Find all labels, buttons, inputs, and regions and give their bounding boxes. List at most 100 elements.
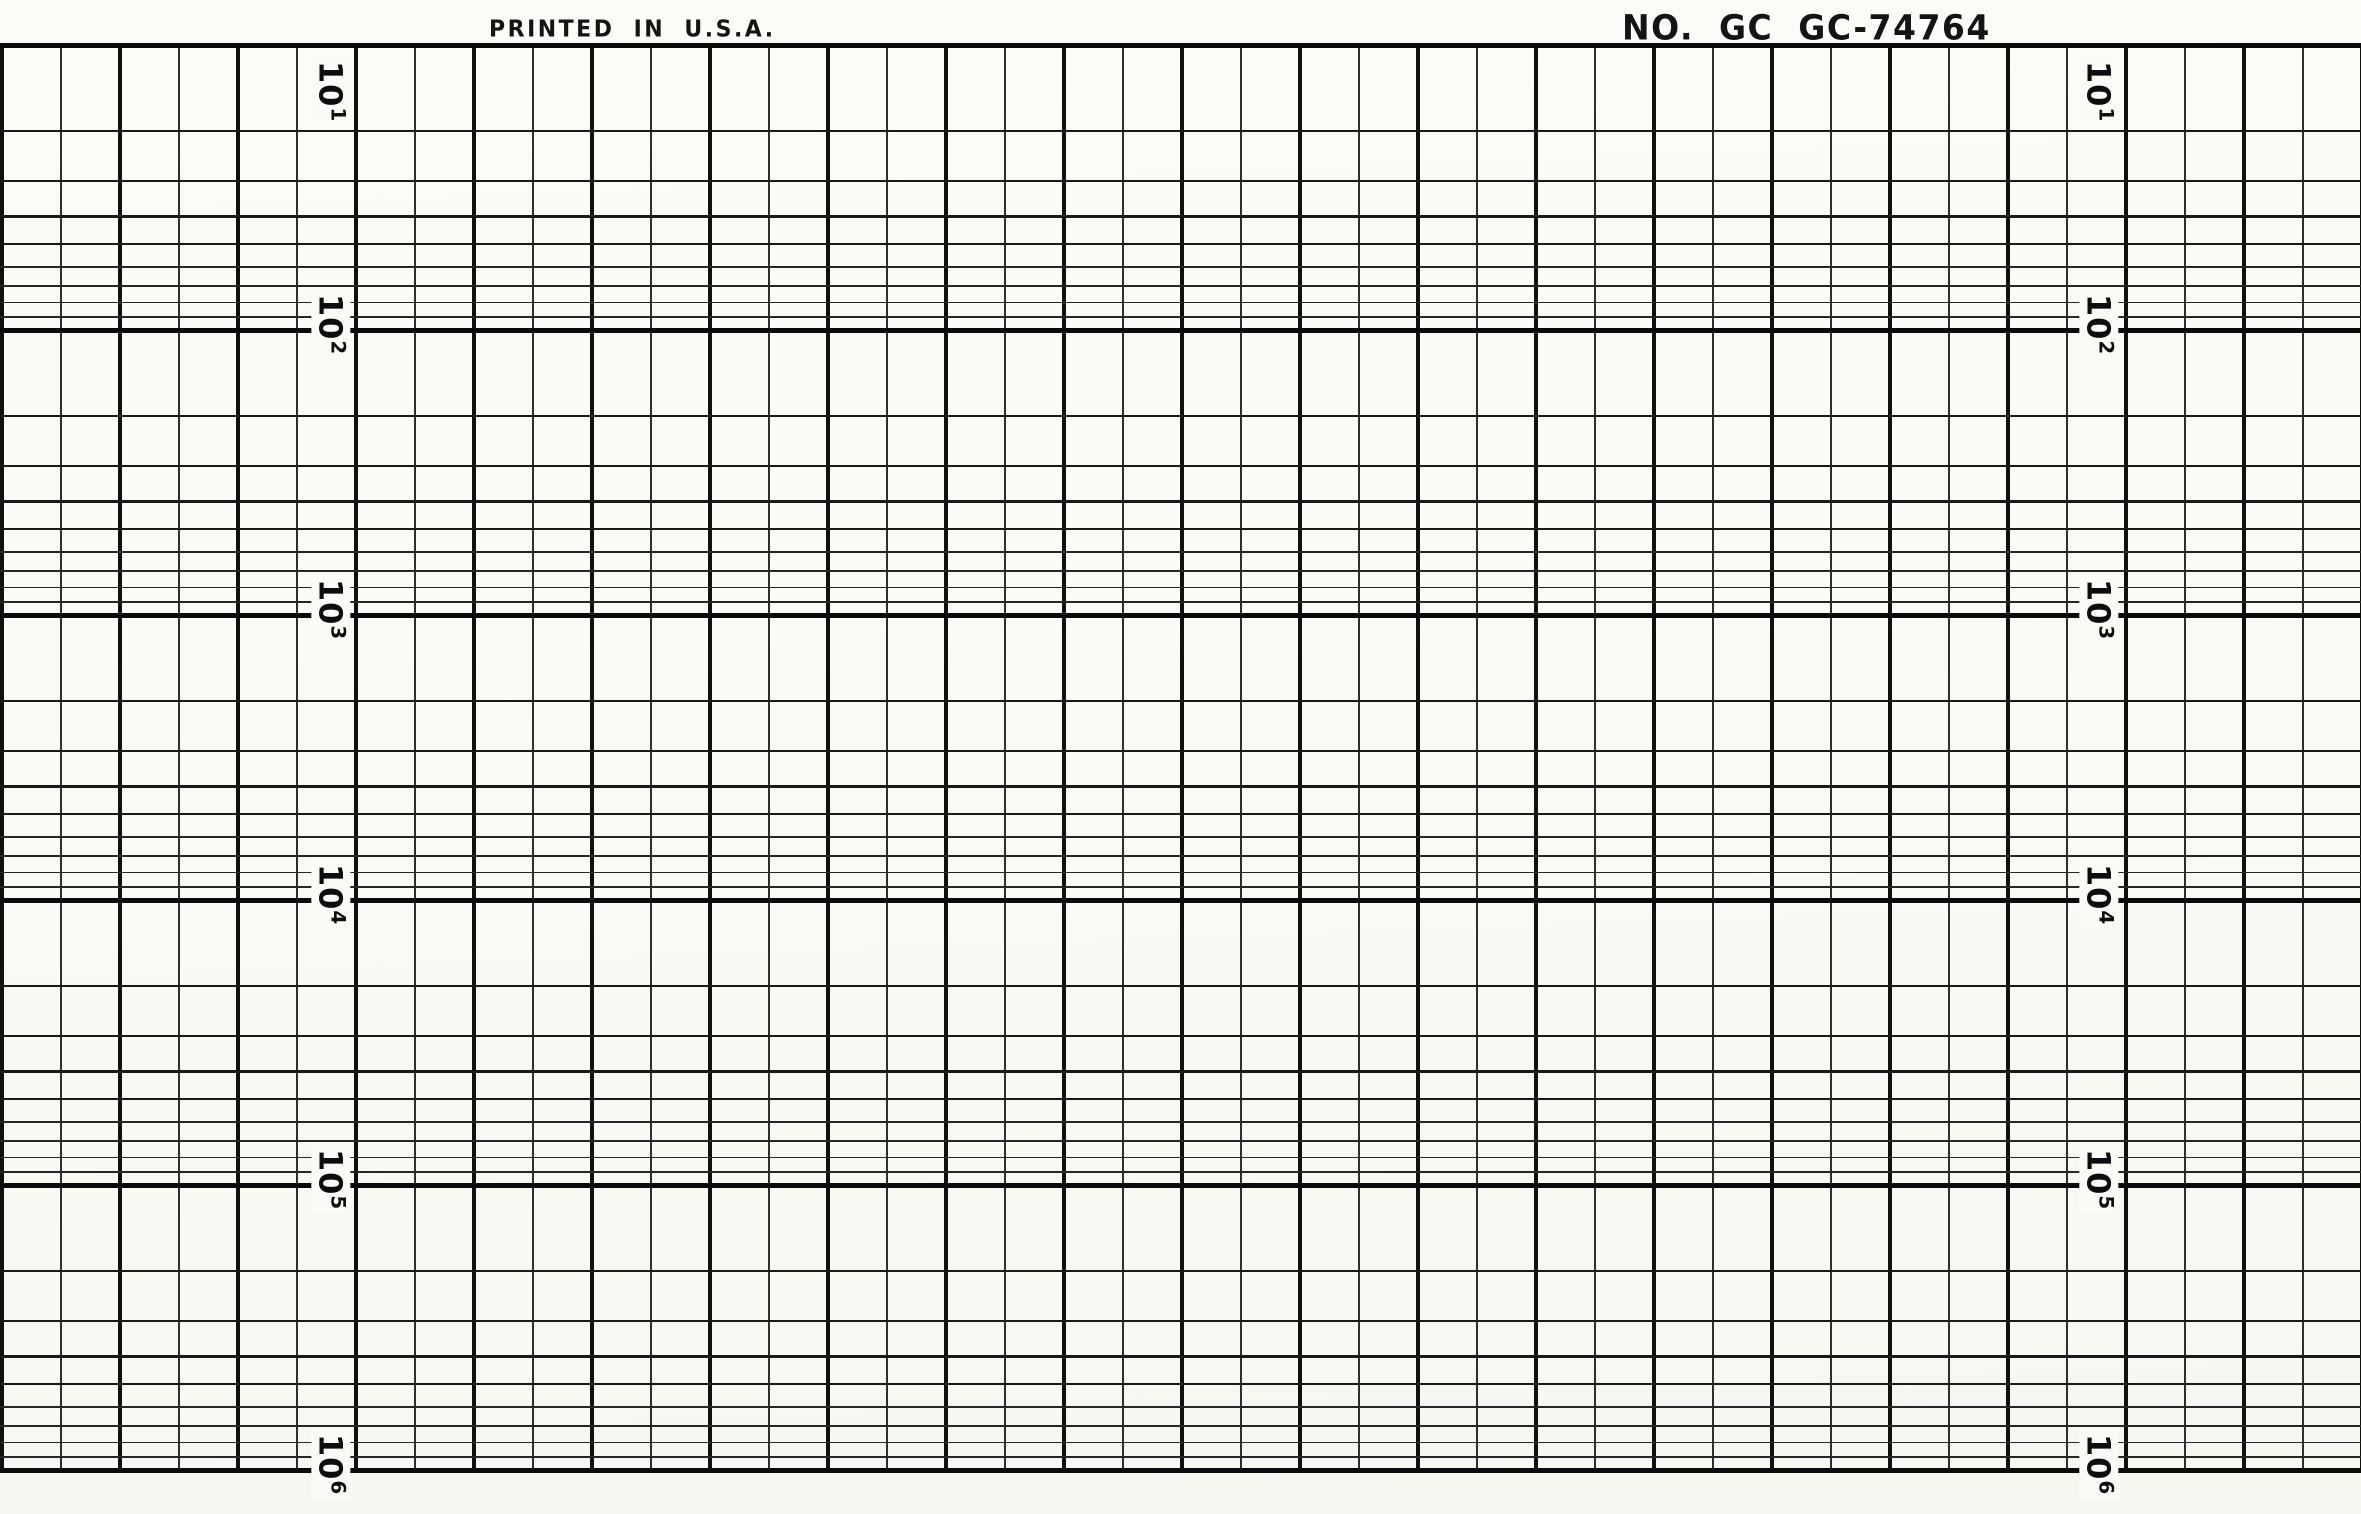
x-grid-line (1298, 45, 1302, 1470)
x-grid-line (1004, 45, 1006, 1470)
y-minor-line (0, 1171, 2361, 1173)
y-decade-line (0, 1182, 2361, 1188)
x-grid-line (1416, 45, 1420, 1470)
x-grid-line (0, 45, 4, 1470)
y-minor-line (0, 1441, 2361, 1444)
decade-exponent: 3 (326, 625, 350, 640)
x-grid-line (768, 45, 770, 1470)
y-decade-line (0, 612, 2361, 618)
y-minor-line (0, 1140, 2361, 1142)
decade-exponent: 5 (326, 1195, 350, 1210)
decade-exponent: 4 (2094, 910, 2118, 925)
decade-base: 10 (2079, 578, 2118, 626)
y-minor-line (0, 464, 2361, 468)
y-minor-line (0, 1425, 2361, 1427)
y-minor-line (0, 749, 2361, 753)
x-grid-line (2184, 45, 2186, 1470)
decade-base: 10 (2079, 1433, 2118, 1481)
y-axis-label-left-10e3: 103 (311, 573, 351, 645)
y-axis-label-right-10e2: 102 (2079, 288, 2119, 360)
y-minor-line (0, 243, 2361, 246)
x-grid-line (1652, 45, 1656, 1470)
decade-exponent: 5 (2094, 1195, 2118, 1210)
y-minor-line (0, 266, 2361, 268)
y-axis-label-left-10e2: 102 (311, 288, 351, 360)
y-minor-line (0, 1098, 2361, 1101)
y-minor-line (0, 1034, 2361, 1038)
y-minor-line (0, 601, 2361, 603)
x-grid-line (236, 45, 240, 1470)
y-minor-line (0, 1269, 2361, 1272)
x-grid-line (1948, 45, 1950, 1470)
x-grid-line (354, 45, 358, 1470)
y-minor-line (0, 316, 2361, 318)
x-grid-line (2124, 45, 2128, 1470)
x-grid-line (1358, 45, 1360, 1470)
x-grid-line (1240, 45, 1242, 1470)
y-minor-line (0, 886, 2361, 888)
y-axis-label-right-10e4: 104 (2079, 858, 2119, 930)
x-grid-line (414, 45, 416, 1470)
decade-base: 10 (311, 60, 350, 108)
decade-exponent: 1 (326, 107, 350, 122)
y-minor-line (0, 285, 2361, 287)
decade-base: 10 (2079, 60, 2118, 108)
y-minor-line (0, 586, 2361, 589)
decade-base: 10 (311, 863, 350, 911)
y-minor-line (0, 1355, 2361, 1358)
y-decade-line (0, 1467, 2361, 1473)
y-decade-line (0, 327, 2361, 333)
y-minor-line (0, 1456, 2361, 1458)
y-minor-line (0, 570, 2361, 572)
x-grid-line (532, 45, 534, 1470)
y-axis-label-left-10e6: 106 (311, 1428, 351, 1500)
x-grid-line (1712, 45, 1714, 1470)
y-minor-line (0, 129, 2361, 132)
printed-in-usa-label: PRINTED IN U.S.A. (489, 16, 776, 43)
y-minor-line (0, 179, 2361, 183)
x-grid-line (826, 45, 830, 1470)
decade-exponent: 2 (2094, 340, 2118, 355)
x-grid-line (1476, 45, 1478, 1470)
x-grid-line (1770, 45, 1774, 1470)
x-grid-line (1830, 45, 1832, 1470)
x-grid-line (886, 45, 888, 1470)
y-axis-label-left-10e4: 104 (311, 858, 351, 930)
y-minor-line (0, 1070, 2361, 1073)
decade-exponent: 3 (2094, 625, 2118, 640)
decade-exponent: 6 (2094, 1480, 2118, 1495)
y-minor-line (0, 528, 2361, 531)
y-decade-line (0, 42, 2361, 48)
x-grid-line (118, 45, 122, 1470)
y-minor-line (0, 699, 2361, 702)
x-grid-line (296, 45, 298, 1470)
y-axis-label-left-10e1: 101 (311, 55, 351, 127)
decade-base: 10 (2079, 863, 2118, 911)
x-grid-line (590, 45, 594, 1470)
y-minor-line (0, 301, 2361, 304)
y-minor-line (0, 836, 2361, 838)
y-minor-line (0, 414, 2361, 417)
decade-exponent: 6 (326, 1480, 350, 1495)
y-minor-line (0, 785, 2361, 788)
y-minor-line (0, 500, 2361, 503)
y-axis-label-right-10e6: 106 (2079, 1428, 2119, 1500)
y-minor-line (0, 855, 2361, 857)
y-minor-line (0, 551, 2361, 553)
decade-base: 10 (311, 293, 350, 341)
x-grid-line (1062, 45, 1066, 1470)
y-minor-line (0, 1156, 2361, 1159)
decade-base: 10 (311, 578, 350, 626)
y-axis-label-left-10e5: 105 (311, 1143, 351, 1215)
x-grid-line (1180, 45, 1184, 1470)
y-minor-line (0, 813, 2361, 816)
x-grid-line (1534, 45, 1538, 1470)
decade-base: 10 (2079, 293, 2118, 341)
x-grid-line (1888, 45, 1892, 1470)
y-minor-line (0, 1406, 2361, 1408)
y-axis-label-right-10e1: 101 (2079, 55, 2119, 127)
decade-base: 10 (311, 1148, 350, 1196)
y-minor-line (0, 1319, 2361, 1323)
y-decade-line (0, 897, 2361, 903)
